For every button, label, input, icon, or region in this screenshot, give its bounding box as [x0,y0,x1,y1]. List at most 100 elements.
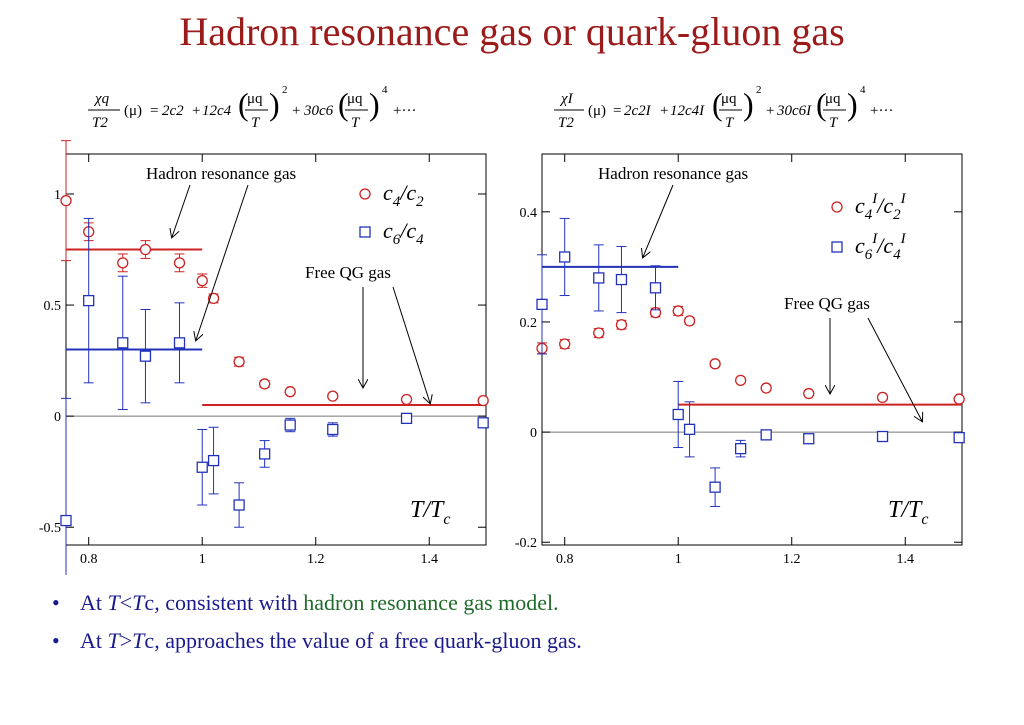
legend-mid: /c [398,218,416,243]
x-axis-label: T/Tc [888,497,928,528]
formula-c4: 12c4I [670,103,705,119]
x-tick-label: 0.8 [80,552,98,567]
formula-T: T [251,115,261,131]
bullet-c: c [144,590,155,615]
y-tick-label: -0.5 [39,521,61,536]
svg-text:+: + [660,103,668,119]
y-tick-label: 0.5 [44,299,62,314]
annotation-arrow [392,286,430,403]
bullet-op: < [119,590,133,615]
formula-lhs-den: T2 [92,115,108,131]
bullet-text: consistent with [165,590,304,615]
bullet-T: T [107,590,120,615]
formula-tail: +··· [870,103,893,119]
chart-panel-right: χI T2 (μ) = 2c2I + 12c4I ( μq T ) 2 + 30… [515,84,965,567]
x-tick-label: 1.4 [896,552,914,567]
data-point-circle [803,387,815,400]
formula-pow4: 4 [860,84,866,96]
formula-T-2: T [351,115,361,131]
legend-marker [359,188,371,200]
legend-sup: I [871,231,878,247]
formula-right: χI T2 (μ) = 2c2I + 12c4I ( μq T ) 2 + 30… [554,84,893,131]
legend-sub: 2 [416,194,424,210]
data-point-circle [60,195,72,207]
formula-lhs-den: T2 [558,115,574,131]
bullet-c: c [144,628,155,653]
data-point-square [615,273,628,286]
data-point-circle [593,327,605,339]
data-point-circle [400,393,413,406]
formula-lhs-num: χI [559,91,574,107]
data-point-circle [876,391,889,404]
data-point-circle [117,257,129,269]
data-point-square [803,433,815,445]
legend-marker [359,226,371,238]
legend-label: c4/c2 [383,180,424,210]
bullet-item-2: • At T>Tc, approaches the value of a free… [52,628,582,653]
data-point-square [649,282,662,294]
legend-mid: /c [875,193,893,218]
y-tick-label: 0 [530,426,537,441]
data-point-circle [477,394,489,407]
legend-label: c6/c4 [383,218,424,248]
x-axis-label: T/Tc [410,497,450,528]
bullet-T: T [107,628,120,653]
x-tick-label: 1.2 [783,552,801,567]
data-point-square [196,461,208,473]
y-tick-label: 0.2 [520,316,538,331]
data-point-square [876,430,889,443]
svg-text:(: ( [338,86,349,122]
data-point-circle [709,358,721,370]
x-tick-label: 0.8 [556,552,574,567]
svg-text:=: = [150,103,158,119]
formula-pow4: 4 [382,84,388,96]
data-point-square [284,419,296,431]
legend-main: c [855,233,865,258]
bullet-sep: , [154,590,166,615]
legend-mid: /c [875,233,893,258]
legend-mid: /c [398,180,416,205]
data-point-square [760,429,772,441]
bullet-sep: , [154,628,166,653]
x-tick-label: 1.2 [307,552,325,567]
formula-pow2: 2 [756,84,762,96]
svg-text:+: + [192,103,200,119]
bullet-prefix: At [80,590,108,615]
bullet-highlight: hadron resonance gas model [303,590,554,615]
svg-text:=: = [613,103,621,119]
data-point-circle [760,382,772,394]
bullet-op: > [119,628,133,653]
svg-text:(: ( [238,86,249,122]
bullet-text: approaches the value of a free quark-glu… [165,628,582,653]
legend-marker [831,201,843,213]
data-point-circle [327,390,339,402]
data-point-square [233,499,245,511]
legend-main: c [383,218,393,243]
data-point-circle [615,319,628,331]
legend-sub: 4 [865,207,873,223]
formula-mu: (μ) [588,103,606,119]
data-point-square [559,251,571,263]
data-point-square [477,417,489,429]
legend-sub: 6 [865,247,873,263]
bullet-Tc: T [132,628,145,653]
annotation-free-qg-gas: Free QG gas [305,263,391,282]
data-point-square [327,423,339,436]
formula-T-2: T [829,115,839,131]
chart-panel-left: χq T2 (μ) = 2c2 + 12c4 ( μq T ) 2 + 30c6… [39,84,489,575]
y-tick-label: 1 [54,188,61,203]
data-point-circle [559,338,571,350]
svg-text:): ) [847,86,858,122]
legend-label: c4I/c2I [855,191,907,223]
data-point-circle [258,378,271,390]
data-point-square [536,298,548,310]
data-point-circle [284,386,296,398]
formula-c2: 2c2 [162,103,184,119]
formula-muq-2: μq [347,91,363,107]
plot-area-right: 0.8 1 1.2 1.4-0.200.20.4 c4I/c2Ic6I/c4IHadro… [515,153,965,567]
svg-text:+: + [766,103,774,119]
legend-sub: 4 [416,232,424,248]
y-tick-label: 0 [54,410,61,425]
data-point-square [709,481,721,493]
bullet-prefix: At [80,628,108,653]
